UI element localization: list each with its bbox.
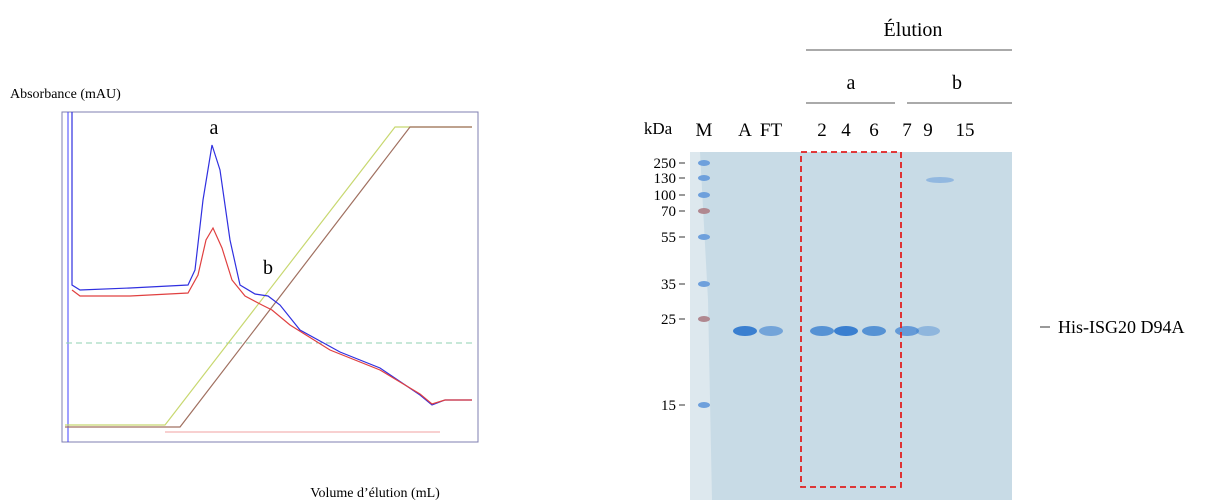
peak-label: a	[210, 117, 219, 139]
group-label: a	[847, 72, 856, 94]
lane-label: 15	[956, 120, 975, 141]
lane-label: M	[696, 120, 713, 141]
protein-band	[895, 326, 919, 336]
marker-band	[698, 402, 710, 408]
marker-band	[698, 160, 710, 166]
lane-label: 2	[817, 120, 827, 141]
band-label: His-ISG20 D94A	[1058, 317, 1185, 337]
marker-label: 15	[661, 398, 676, 414]
lane-label: 4	[841, 120, 851, 141]
gel	[690, 152, 1012, 500]
lane-label: 7	[902, 120, 912, 141]
protein-band	[759, 326, 783, 336]
unit-label: kDa	[644, 119, 673, 138]
marker-label: 70	[661, 204, 676, 220]
lane-label: 9	[923, 120, 933, 141]
marker-label: 55	[661, 230, 676, 246]
protein-band	[916, 326, 940, 336]
marker-label: 250	[654, 156, 677, 172]
marker-label: 100	[654, 188, 677, 204]
marker-band	[698, 175, 710, 181]
uv-curve-2	[71, 226, 472, 405]
header: Élution	[884, 18, 943, 41]
marker-label: 130	[654, 171, 677, 187]
lane-label: 6	[869, 120, 879, 141]
x-axis-label: Volume d’élution (mL)	[310, 486, 440, 501]
protein-band	[810, 326, 834, 336]
gel-edge	[690, 152, 712, 500]
protein-band	[862, 326, 886, 336]
lane-label: A	[738, 120, 752, 141]
marker-band	[698, 281, 710, 287]
protein-band	[733, 326, 757, 336]
peak-label: b	[263, 257, 273, 279]
marker-label: 25	[661, 312, 676, 328]
lane-label: FT	[760, 120, 783, 141]
protein-band	[834, 326, 858, 336]
marker-band	[698, 234, 710, 240]
conductivity-curve	[65, 126, 472, 428]
marker-label: 35	[661, 277, 676, 293]
group-label: b	[952, 72, 962, 94]
protein-band	[926, 177, 954, 183]
marker-band	[698, 192, 710, 198]
marker-band	[698, 208, 710, 214]
highlight-box	[800, 151, 902, 488]
marker-band	[698, 316, 710, 322]
y-axis-label: Absorbance (mAU)	[10, 87, 121, 102]
